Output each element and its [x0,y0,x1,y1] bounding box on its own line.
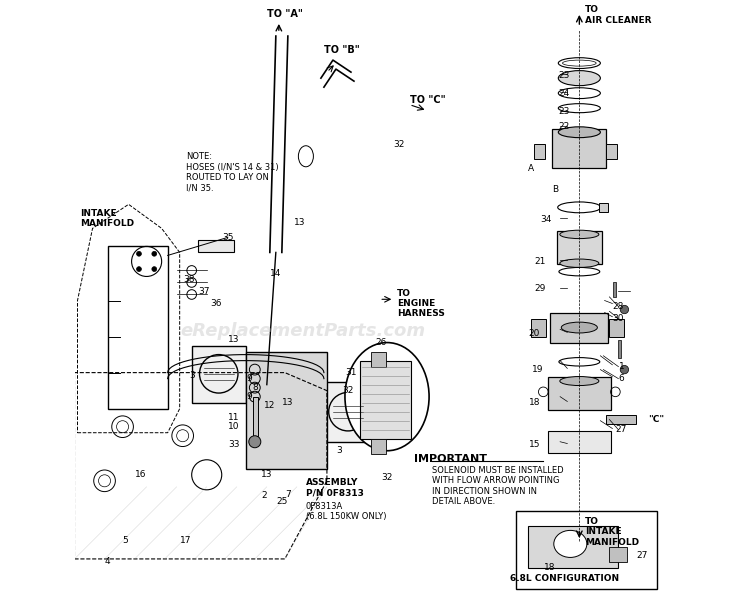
Text: 9: 9 [246,392,252,401]
Ellipse shape [560,376,598,386]
Text: TO "A": TO "A" [267,9,303,19]
Bar [607,144,617,159]
Text: 38: 38 [183,275,194,284]
Text: IMPORTANT: IMPORTANT [414,454,487,464]
FancyBboxPatch shape [192,346,246,403]
Text: 23: 23 [559,107,570,115]
Circle shape [620,365,628,374]
Ellipse shape [558,70,600,86]
Text: 22: 22 [559,122,570,130]
Bar [556,231,602,264]
Text: 10: 10 [228,423,239,431]
Bar [370,352,386,367]
Text: 32: 32 [393,140,405,148]
Text: 12: 12 [264,401,275,410]
Text: 28: 28 [613,302,624,311]
Text: 27: 27 [637,552,648,560]
Text: 6.8L CONFIGURATION: 6.8L CONFIGURATION [510,574,619,583]
Text: 24: 24 [559,89,570,97]
Text: 31: 31 [345,368,357,377]
Bar [599,203,608,212]
Bar [253,397,258,436]
Text: 8: 8 [252,383,258,392]
Text: 13: 13 [261,471,272,479]
Text: TO
AIR CLEANER: TO AIR CLEANER [585,5,652,25]
Text: SOLENOID MUST BE INSTALLED
WITH FLOW ARROW POINTING
IN DIRECTION SHOWN IN
DETAIL: SOLENOID MUST BE INSTALLED WITH FLOW ARR… [432,466,564,506]
Ellipse shape [561,322,597,333]
Circle shape [620,305,628,314]
Text: 5: 5 [123,537,128,545]
Circle shape [249,436,261,448]
Text: 35: 35 [222,233,233,242]
Text: INTAKE
MANIFOLD: INTAKE MANIFOLD [80,209,135,228]
Text: 17: 17 [180,537,191,545]
Text: 20: 20 [529,329,540,338]
Text: TO
ENGINE
HARNESS: TO ENGINE HARNESS [398,288,445,319]
Bar [613,282,616,297]
Text: 25: 25 [276,498,287,506]
Text: TO
INTAKE
MANIFOLD: TO INTAKE MANIFOLD [585,517,640,547]
Text: NOTE:
HOSES (I/N'S 14 & 31)
ROUTED TO LAY ON
I/N 35.: NOTE: HOSES (I/N'S 14 & 31) ROUTED TO LA… [186,152,278,192]
Text: 37: 37 [198,287,209,296]
Bar [548,431,610,453]
Circle shape [152,251,157,256]
Text: 32: 32 [342,386,354,395]
Text: 13: 13 [228,335,239,344]
Bar [550,313,608,343]
Text: 3: 3 [336,447,342,455]
Text: 34: 34 [541,215,552,224]
Bar [198,240,234,252]
Text: 21: 21 [535,257,546,266]
Text: ASSEMBLY
P/N 0F8313: ASSEMBLY P/N 0F8313 [306,478,364,497]
Text: 23: 23 [559,71,570,79]
Text: 36: 36 [210,299,221,308]
Bar [610,547,628,562]
Text: 18: 18 [529,398,540,407]
Text: B: B [552,185,558,194]
Bar [528,526,619,568]
Text: 26: 26 [375,338,387,347]
Text: 3: 3 [189,371,194,380]
Text: 2: 2 [261,492,267,500]
Ellipse shape [554,531,586,558]
Text: 19: 19 [532,365,543,374]
Text: 6: 6 [619,374,624,383]
Bar [610,319,625,337]
Text: TO "B": TO "B" [324,45,360,55]
Text: 18: 18 [544,564,555,572]
Text: 13: 13 [294,218,306,227]
Ellipse shape [558,127,600,138]
Text: eReplacementParts.com: eReplacementParts.com [180,322,425,340]
Bar [552,129,607,168]
Bar [370,439,386,454]
Text: TO "C": TO "C" [410,96,446,105]
Text: 29: 29 [535,284,546,293]
Text: 32: 32 [381,474,393,482]
Text: 1: 1 [619,362,624,371]
Bar [516,511,658,589]
Circle shape [136,251,141,256]
Circle shape [152,267,157,272]
FancyBboxPatch shape [321,382,375,442]
Circle shape [136,267,141,272]
Text: 27: 27 [616,426,627,434]
Text: 7: 7 [285,490,291,498]
Text: 15: 15 [529,441,540,449]
Bar [548,377,610,410]
Bar [607,415,637,424]
Bar [619,340,622,358]
Text: 16: 16 [135,471,146,479]
Text: 0F8313A
(6.8L 150KW ONLY): 0F8313A (6.8L 150KW ONLY) [306,502,386,521]
Text: 4: 4 [105,558,110,566]
Text: "C": "C" [649,415,664,424]
Ellipse shape [345,343,429,451]
Text: 11: 11 [228,413,239,422]
Bar [360,361,411,439]
Bar [246,352,327,469]
Ellipse shape [560,259,598,267]
Text: 13: 13 [282,398,293,407]
Ellipse shape [560,230,598,239]
Text: A: A [528,164,534,172]
FancyBboxPatch shape [107,246,168,409]
Text: 30: 30 [613,314,624,323]
